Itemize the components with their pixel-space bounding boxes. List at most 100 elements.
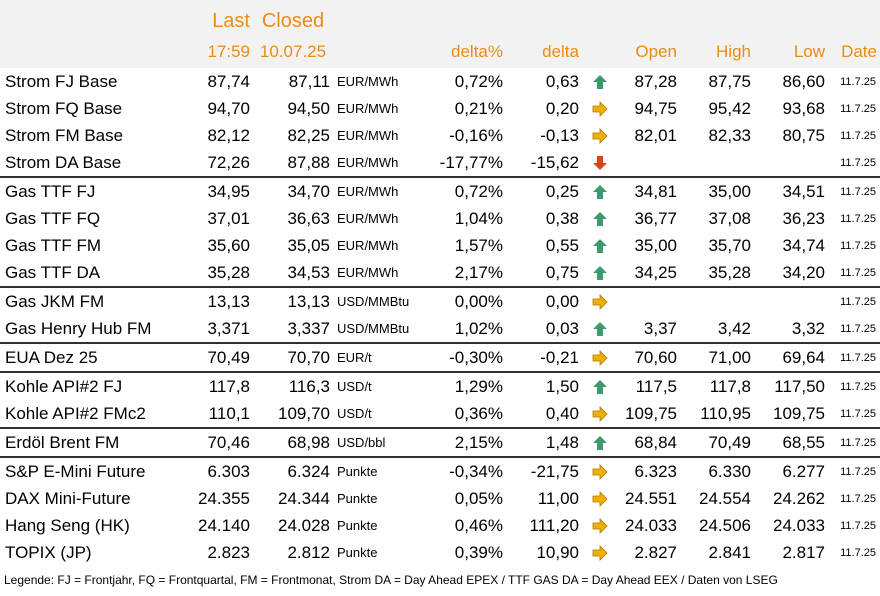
arrow-right-icon	[592, 128, 608, 144]
high-value: 82,33	[708, 125, 751, 145]
table-row: Strom FJ Base 87,74 87,11 EUR/MWh 0,72% 0,63 8…	[0, 68, 880, 95]
table-row: Kohle API#2 FMc2 110,1 109,70 USD/t 0,36% 0,4…	[0, 400, 880, 428]
delta-value: 111,20	[529, 515, 579, 535]
instrument-name: DAX Mini-Future	[5, 488, 131, 508]
table-row: EUA Dez 25 70,49 70,70 EUR/t -0,30% -0,21 70,6…	[0, 342, 880, 372]
arrow-right-icon	[592, 518, 608, 534]
table-row: TOPIX (JP) 2.823 2.812 Punkte 0,39% 10,90 2.82…	[0, 539, 880, 566]
delta-pct-value: 1,57%	[454, 235, 503, 255]
delta-value: 0,75	[545, 262, 579, 282]
table-row: Gas TTF FM 35,60 35,05 EUR/MWh 1,57% 0,55 35,0…	[0, 232, 880, 259]
instrument-name: Erdöl Brent FM	[0, 427, 178, 457]
delta-value: 0,20	[545, 98, 579, 118]
unit-label: EUR/MWh	[333, 176, 426, 205]
open-value: 3,37	[643, 318, 677, 338]
unit-label: EUR/MWh	[337, 74, 399, 89]
instrument-name: Strom FM Base	[5, 125, 124, 145]
header-open: Open	[635, 41, 677, 61]
low-value: 68,55	[754, 427, 828, 457]
header-empty-arrow	[582, 0, 618, 35]
trend-arrow	[582, 539, 618, 566]
header-low: Low	[793, 41, 825, 61]
arrow-right-icon	[592, 350, 608, 366]
table-row: Gas TTF FJ 34,95 34,70 EUR/MWh 0,72% 0,25 34,8…	[0, 176, 880, 205]
high-value: 87,75	[708, 71, 751, 91]
high-value: 95,42	[708, 98, 751, 118]
table-row: S&P E-Mini Future 6.303 6.324 Punkte -0,34% -…	[0, 456, 880, 485]
date-value: 11.7.25	[840, 156, 876, 169]
last-value: 72,26	[207, 152, 250, 172]
header-empty-name-2	[0, 35, 178, 68]
last-value: 24.140	[198, 515, 250, 535]
delta-pct-value: -0,34%	[426, 456, 506, 485]
table-row: Gas TTF FQ 37,01 36,63 EUR/MWh 1,04% 0,38 36,7…	[0, 205, 880, 232]
low-value: 34,20	[782, 262, 825, 282]
date-value: 11.7.25	[840, 102, 876, 115]
header-empty-low	[754, 0, 828, 35]
table-row: Gas TTF DA 35,28 34,53 EUR/MWh 2,17% 0,75 34,2…	[0, 259, 880, 287]
closed-value: 94,50	[287, 98, 330, 118]
instrument-name: Strom DA Base	[5, 152, 122, 172]
header-empty-delta	[506, 0, 582, 35]
open-value: 35,00	[634, 235, 677, 255]
unit-label: USD/MMBtu	[337, 321, 410, 336]
last-value: 70,46	[178, 427, 253, 457]
closed-value: 34,53	[287, 262, 330, 282]
open-value: 70,60	[618, 342, 680, 372]
instrument-name: Gas TTF FJ	[0, 176, 178, 205]
delta-value: -0,13	[540, 125, 579, 145]
low-value: 80,75	[782, 125, 825, 145]
trend-arrow	[582, 456, 618, 485]
delta-pct-value: 0,21%	[454, 98, 503, 118]
last-value: 34,95	[178, 176, 253, 205]
instrument-name: TOPIX (JP)	[5, 542, 92, 562]
header-empty-open	[618, 0, 680, 35]
last-value: 110,1	[208, 403, 250, 423]
trend-arrow	[582, 95, 618, 122]
closed-value: 116,3	[253, 371, 333, 400]
legend-footnote: Legende: FJ = Frontjahr, FQ = Frontquart…	[4, 573, 778, 587]
trend-arrow	[582, 371, 618, 400]
date-value: 11.7.25	[840, 212, 876, 225]
header-closed-date: 10.07.25	[259, 41, 327, 61]
arrow-down-icon	[593, 156, 607, 171]
date-value: 11.7.25	[840, 519, 876, 532]
open-value: 94,75	[634, 98, 677, 118]
table-row: Strom FM Base 82,12 82,25 EUR/MWh -0,16% -0,1…	[0, 122, 880, 149]
delta-pct-value: -0,16%	[449, 125, 503, 145]
last-value: 2.823	[207, 542, 250, 562]
open-value	[618, 286, 680, 315]
closed-value: 70,70	[253, 342, 333, 372]
table-row: Gas JKM FM 13,13 13,13 USD/MMBtu 0,00% 0,00 11…	[0, 286, 880, 315]
open-value: 117,5	[618, 371, 680, 400]
open-value: 2.827	[634, 542, 677, 562]
header-empty-date	[828, 0, 880, 35]
trend-arrow	[582, 400, 618, 428]
open-value: 34,81	[618, 176, 680, 205]
high-value: 35,00	[680, 176, 754, 205]
last-value: 35,60	[207, 235, 250, 255]
arrow-up-icon	[593, 185, 607, 200]
arrow-up-icon	[593, 322, 607, 337]
unit-label: EUR/MWh	[337, 155, 399, 170]
unit-label: Punkte	[337, 518, 378, 533]
closed-value: 13,13	[253, 286, 333, 315]
low-value: 34,51	[754, 176, 828, 205]
table-row: Gas Henry Hub FM 3,371 3,337 USD/MMBtu 1,02%…	[0, 315, 880, 343]
instrument-name: Gas TTF DA	[5, 262, 101, 282]
date-value: 11.7.25	[828, 427, 880, 457]
unit-label: USD/t	[333, 371, 426, 400]
date-value: 11.7.25	[840, 75, 876, 88]
instrument-name: Kohle API#2 FJ	[0, 371, 178, 400]
trend-arrow	[582, 259, 618, 287]
delta-pct-value: 0,72%	[426, 176, 506, 205]
trend-arrow	[582, 512, 618, 539]
high-value: 110,95	[700, 403, 751, 423]
instrument-name: Gas JKM FM	[0, 286, 178, 315]
trend-arrow	[582, 122, 618, 149]
closed-value: 35,05	[287, 235, 330, 255]
date-value: 11.7.25	[828, 371, 880, 400]
closed-value: 24.344	[278, 488, 330, 508]
last-value: 35,28	[207, 262, 250, 282]
arrow-right-icon	[592, 491, 608, 507]
